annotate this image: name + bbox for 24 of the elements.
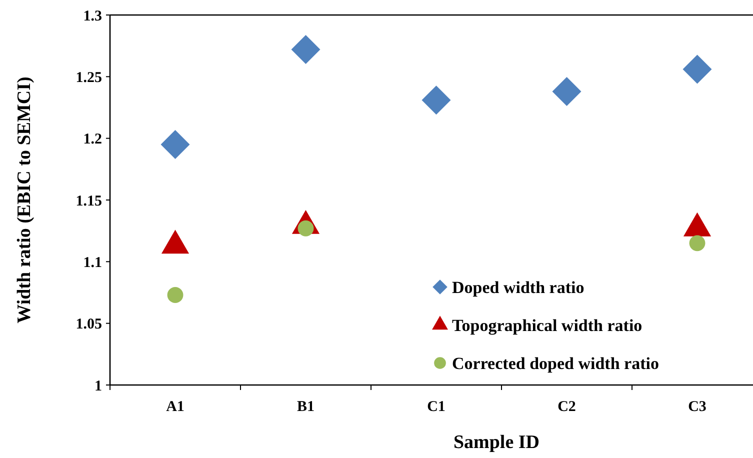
- x-tick-label: B1: [296, 399, 315, 415]
- point: [422, 86, 451, 115]
- point: [167, 287, 184, 303]
- y-axis-title: Width ratio (EBIC to SEMCI): [14, 76, 35, 324]
- legend-label: Corrected doped width ratio: [452, 354, 659, 373]
- y-tick-label: 1.05: [76, 316, 102, 333]
- legend-label: Doped width ratio: [452, 278, 584, 297]
- point: [689, 235, 706, 252]
- y-tick-label: 1.15: [76, 193, 102, 210]
- point: [160, 130, 190, 159]
- point: [552, 76, 582, 106]
- legend-label: Topographical width ratio: [452, 316, 642, 335]
- x-tick-label: C3: [688, 399, 706, 415]
- point: [291, 35, 320, 64]
- x-tick-label: C1: [427, 399, 446, 415]
- point: [682, 54, 712, 84]
- y-tick-label: 1: [94, 378, 102, 394]
- y-tick-label: 1.1: [83, 254, 102, 271]
- x-tick-label: C2: [558, 399, 576, 415]
- x-axis-title: Sample ID: [453, 432, 540, 453]
- y-tick-label: 1.25: [76, 70, 102, 86]
- y-tick-label: 1.2: [83, 132, 102, 148]
- x-tick-label: A1: [166, 399, 184, 415]
- y-tick-label: 1.3: [83, 8, 102, 24]
